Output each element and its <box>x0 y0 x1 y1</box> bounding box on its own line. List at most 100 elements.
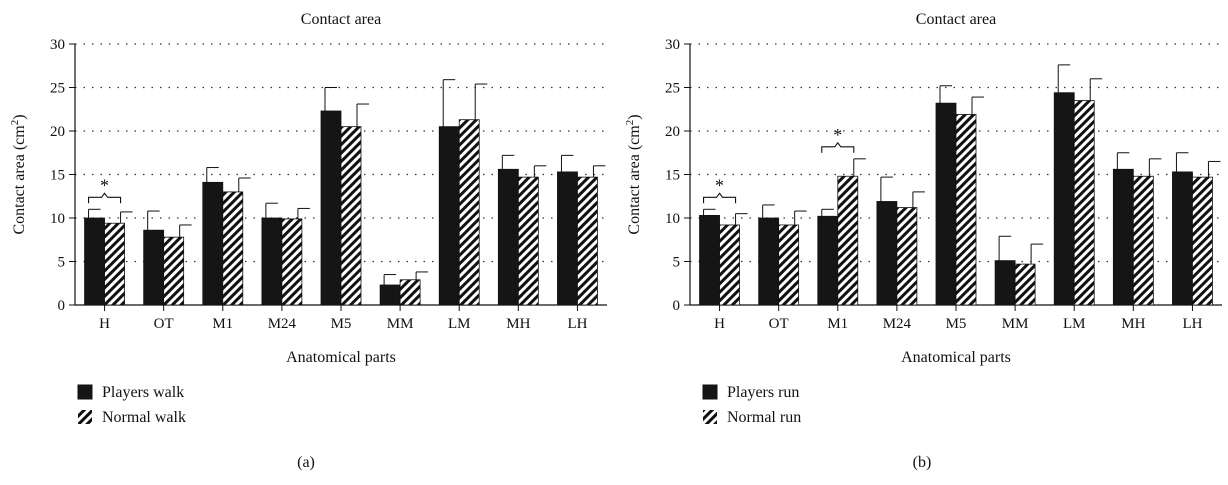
legend-label: Normal run <box>727 409 801 426</box>
y-tick-label: 20 <box>50 124 65 140</box>
bar-series1-MH <box>1112 168 1134 306</box>
x-tick-label: M5 <box>331 316 352 332</box>
bar-series2-OT <box>163 236 185 306</box>
bar-series2-H <box>719 224 740 306</box>
bar-series2-MH <box>517 176 539 306</box>
significance-asterisk: * <box>715 175 724 195</box>
bar-series2-M5 <box>955 114 977 306</box>
bar-series1-LH <box>1172 171 1193 306</box>
x-tick-label: M24 <box>268 316 297 332</box>
bar-series1-H <box>84 217 105 306</box>
y-tick-label: 30 <box>50 37 65 53</box>
significance-asterisk: * <box>833 125 842 145</box>
chart-title: Contact area <box>301 11 381 28</box>
x-tick-label: H <box>99 316 110 332</box>
legend-label: Players run <box>727 384 799 401</box>
bar-series1-M1 <box>817 215 839 306</box>
bar-series1-MM <box>994 260 1016 306</box>
x-tick-label: LM <box>1063 316 1086 332</box>
significance-bracket <box>821 141 855 153</box>
x-tick-label: MM <box>387 316 414 332</box>
x-axis-label: Anatomical parts <box>901 349 1011 366</box>
bar-series1-OT <box>143 229 165 306</box>
significance-bracket <box>88 192 122 204</box>
significance-bracket <box>703 192 737 204</box>
bar-series2-MM <box>399 279 421 306</box>
bar-series2-LH <box>577 176 598 306</box>
y-tick-label: 25 <box>50 81 65 97</box>
bar-series1-OT <box>758 217 780 306</box>
panel-label: (b) <box>913 454 932 471</box>
x-tick-label: LH <box>1182 316 1202 332</box>
bar-series2-MH <box>1132 175 1154 306</box>
x-tick-label: MM <box>1002 316 1029 332</box>
chart-title: Contact area <box>916 11 996 28</box>
x-axis-label: Anatomical parts <box>286 349 396 366</box>
bar-series2-LM <box>458 119 480 306</box>
x-tick-label: OT <box>769 316 789 332</box>
x-tick-label: M5 <box>946 316 967 332</box>
legend-swatch-series1 <box>702 384 718 400</box>
bar-series2-M5 <box>340 126 362 306</box>
bar-series1-MM <box>379 284 401 306</box>
bar-series1-M1 <box>202 181 224 306</box>
bar-series2-MM <box>1014 263 1036 306</box>
y-tick-label: 0 <box>673 298 681 314</box>
bar-series2-LM <box>1073 100 1095 306</box>
x-tick-label: LM <box>448 316 471 332</box>
bar-series1-LM <box>1053 92 1075 306</box>
y-axis-label-text: Contact area (cm <box>11 125 28 235</box>
legend-swatch-series1 <box>77 384 93 400</box>
y-tick-label: 5 <box>673 255 681 271</box>
y-tick-label: 25 <box>665 81 680 97</box>
y-axis-label-end: ) <box>626 114 643 119</box>
y-axis-label-text: Contact area (cm <box>626 125 643 235</box>
y-tick-label: 15 <box>665 168 680 184</box>
bar-series2-LH <box>1192 176 1213 306</box>
x-tick-label: M1 <box>212 316 233 332</box>
bar-series1-MH <box>497 168 519 306</box>
y-tick-label: 0 <box>58 298 66 314</box>
bar-series2-H <box>104 222 125 306</box>
x-tick-label: MH <box>1121 316 1145 332</box>
y-tick-label: 10 <box>50 211 65 227</box>
bar-series1-LM <box>438 126 460 306</box>
y-axis-label-sup: 2 <box>624 120 636 126</box>
y-tick-label: 30 <box>665 37 680 53</box>
legend-label: Players walk <box>102 384 184 401</box>
x-tick-label: LH <box>567 316 587 332</box>
y-axis-label: Contact area (cm2) <box>624 114 643 234</box>
x-tick-label: MH <box>506 316 530 332</box>
x-tick-label: OT <box>154 316 174 332</box>
bar-series1-M24 <box>876 201 898 306</box>
panel-label: (a) <box>297 454 315 471</box>
x-tick-label: H <box>714 316 725 332</box>
bar-series2-M1 <box>222 191 244 306</box>
bar-series2-M24 <box>281 218 303 306</box>
y-tick-label: 15 <box>50 168 65 184</box>
legend-swatch-series2 <box>78 410 92 424</box>
x-tick-label: M1 <box>827 316 848 332</box>
bar-series1-M24 <box>261 217 283 306</box>
bar-series2-OT <box>778 224 800 306</box>
y-axis-label: Contact area (cm2) <box>9 114 28 234</box>
chart-panel-b: Contact area 0 5 10 15 20 25 30 Contact area (cm… <box>624 11 1222 471</box>
y-tick-label: 10 <box>665 211 680 227</box>
chart-panel-a: Contact area 0 5 10 15 20 25 30 Contact area (cm… <box>9 11 607 471</box>
y-axis-label-sup: 2 <box>9 120 21 126</box>
bar-series1-LH <box>557 171 578 306</box>
y-tick-label: 20 <box>665 124 680 140</box>
bar-series1-M5 <box>320 110 342 306</box>
bar-series2-M1 <box>837 175 859 306</box>
y-tick-label: 5 <box>58 255 66 271</box>
bar-series1-M5 <box>935 102 957 306</box>
legend-label: Normal walk <box>102 409 186 426</box>
bar-series1-H <box>699 214 720 306</box>
bar-series2-M24 <box>896 207 918 306</box>
y-axis-label-end: ) <box>11 114 28 119</box>
x-tick-label: M24 <box>883 316 912 332</box>
significance-asterisk: * <box>100 175 109 195</box>
legend-swatch-series2 <box>703 410 717 424</box>
